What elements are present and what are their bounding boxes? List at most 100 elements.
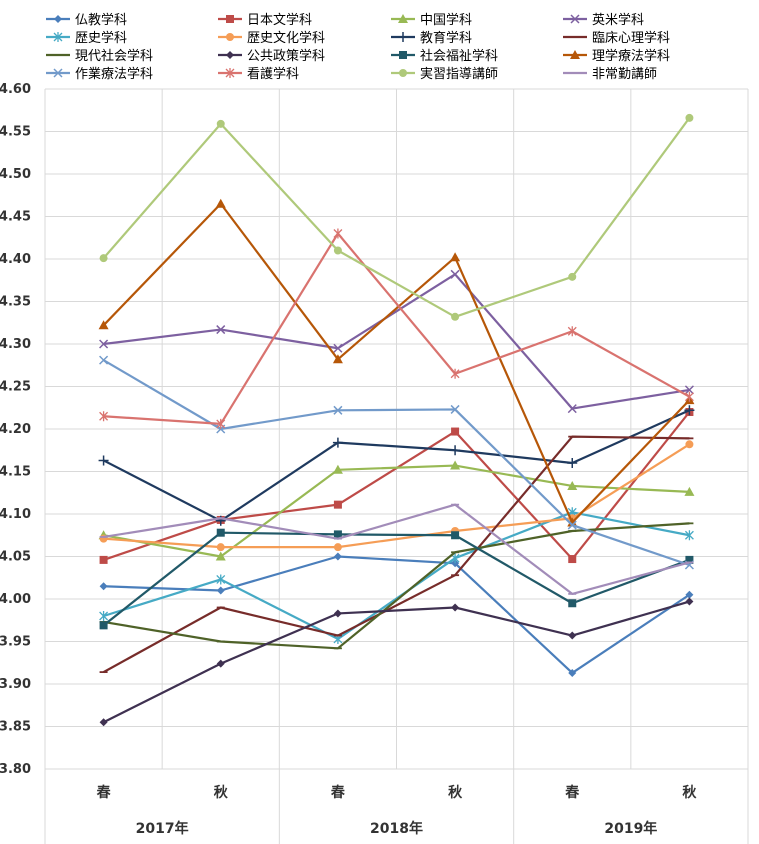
legend-item: 歴史学科 xyxy=(46,30,127,46)
data-point xyxy=(684,530,694,541)
data-point xyxy=(568,599,577,608)
y-tick-label: 3.95 xyxy=(0,635,31,650)
gridlines xyxy=(44,88,749,770)
data-point xyxy=(684,385,694,395)
data-point xyxy=(451,427,460,436)
data-point xyxy=(333,552,342,561)
data-point xyxy=(53,32,63,42)
data-point xyxy=(99,611,109,621)
y-tick-label: 4.45 xyxy=(0,210,31,225)
series-line xyxy=(103,464,690,558)
data-point xyxy=(332,437,343,448)
data-point xyxy=(333,500,342,509)
legend-item: 日本文学科 xyxy=(218,12,312,28)
data-point xyxy=(53,68,63,78)
legend-label: 歴史学科 xyxy=(75,30,127,46)
x-axis: 春 秋 春 秋 春 秋 2017年 2018年 2019年 xyxy=(44,769,749,844)
data-point xyxy=(451,603,460,612)
legend-label: 中国学科 xyxy=(420,12,472,28)
series-11 xyxy=(99,528,694,630)
data-point xyxy=(398,32,408,42)
data-point xyxy=(399,51,407,59)
legend-item: 臨床心理学科 xyxy=(563,30,670,46)
legend-item: 仏教学科 xyxy=(46,12,127,28)
data-point xyxy=(570,14,580,24)
data-point xyxy=(450,252,461,262)
series-line xyxy=(102,117,691,318)
data-point xyxy=(216,418,226,429)
series-line xyxy=(103,359,690,567)
legend-label: 実習指導講師 xyxy=(420,66,498,82)
y-tick-label: 3.90 xyxy=(0,677,31,692)
y-tick-label: 4.30 xyxy=(0,337,31,352)
series-10 xyxy=(99,597,694,727)
series-9 xyxy=(99,522,694,650)
legend-item: 教育学科 xyxy=(391,30,472,46)
series-12 xyxy=(98,198,695,527)
legend-label: 看護学科 xyxy=(247,66,299,82)
x-tick-label: 秋 xyxy=(682,784,697,801)
legend-item: 現代社会学科 xyxy=(46,48,153,64)
data-point xyxy=(226,15,234,23)
data-point xyxy=(99,555,108,564)
series-line xyxy=(103,522,690,650)
data-point xyxy=(99,718,108,727)
y-tick-label: 4.00 xyxy=(0,592,31,607)
y-tick-label: 4.60 xyxy=(0,82,31,97)
y-tick-label: 3.80 xyxy=(0,762,31,777)
data-point xyxy=(568,668,577,677)
data-point xyxy=(216,574,226,585)
y-tick-label: 4.40 xyxy=(0,252,31,267)
data-point xyxy=(568,631,577,640)
data-point xyxy=(99,582,108,591)
x-group-label: 2017年 xyxy=(136,820,189,837)
legend-label: 現代社会学科 xyxy=(75,48,153,64)
data-point xyxy=(567,326,577,337)
legend-label: 臨床心理学科 xyxy=(592,30,670,46)
series-15 xyxy=(99,113,694,321)
data-point xyxy=(333,246,342,255)
legend-item: 社会福祉学科 xyxy=(391,48,498,64)
y-axis: 4.60 4.55 4.50 4.45 4.40 4.35 4.30 4.25 4.20 4.15… xyxy=(0,82,31,777)
legend-item: 実習指導講師 xyxy=(391,66,498,82)
data-point xyxy=(685,597,694,606)
data-point xyxy=(99,621,108,630)
data-point xyxy=(685,555,694,564)
legend-label: 理学療法学科 xyxy=(592,48,670,64)
data-point xyxy=(568,555,577,564)
x-tick-label: 秋 xyxy=(214,784,229,801)
data-point xyxy=(684,405,695,416)
x-group-label: 2019年 xyxy=(604,820,657,837)
data-point xyxy=(99,254,108,263)
y-tick-label: 4.50 xyxy=(0,167,31,182)
series-line xyxy=(103,555,691,675)
legend-item: 英米学科 xyxy=(563,12,644,28)
data-point xyxy=(450,368,460,379)
data-point xyxy=(333,405,343,415)
data-point xyxy=(98,455,109,466)
data-point xyxy=(333,530,342,539)
y-tick-label: 4.20 xyxy=(0,422,31,437)
data-point xyxy=(451,559,460,568)
legend-item: 理学療法学科 xyxy=(563,48,670,64)
data-point xyxy=(333,543,342,552)
data-point xyxy=(450,445,461,456)
y-tick-label: 3.85 xyxy=(0,720,31,735)
legend-item: 歴史文化学科 xyxy=(218,30,325,46)
x-tick-label: 春 xyxy=(330,784,346,801)
data-point xyxy=(685,113,694,122)
data-point xyxy=(332,354,343,364)
data-point xyxy=(226,33,234,41)
x-tick-label: 秋 xyxy=(448,784,463,801)
data-point xyxy=(99,355,109,365)
y-tick-label: 4.05 xyxy=(0,550,31,565)
legend-item: 非常勤講師 xyxy=(563,66,657,82)
series-lines xyxy=(98,113,695,727)
series-line xyxy=(103,409,690,522)
series-8 xyxy=(99,435,694,674)
legend-label: 社会福祉学科 xyxy=(420,48,498,64)
legend-label: 英米学科 xyxy=(592,12,644,28)
legend-label: 教育学科 xyxy=(420,30,472,46)
data-point xyxy=(450,269,460,279)
